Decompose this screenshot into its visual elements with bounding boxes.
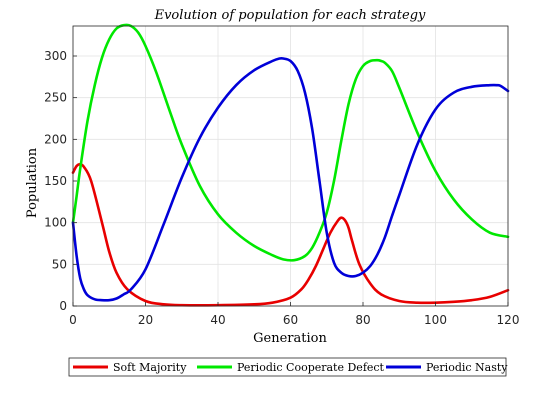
y-tick-label: 150 bbox=[44, 174, 67, 188]
x-tick-label: 0 bbox=[69, 313, 77, 327]
legend: Soft Majority Periodic Cooperate Defect … bbox=[68, 357, 508, 377]
x-tick-label: 80 bbox=[355, 313, 370, 327]
y-tick-label: 250 bbox=[44, 91, 67, 105]
x-axis: 0 20 40 60 80 100 120 bbox=[69, 302, 519, 327]
series-line-periodic-nasty bbox=[71, 56, 510, 302]
series-line-periodic-cooperate-defect bbox=[71, 23, 510, 262]
legend-label-soft-majority: Soft Majority bbox=[113, 361, 187, 374]
y-axis-label: Population bbox=[25, 147, 40, 218]
y-tick-label: 200 bbox=[44, 132, 67, 146]
y-tick-label: 50 bbox=[52, 257, 67, 271]
series-layer bbox=[71, 23, 510, 307]
x-tick-label: 100 bbox=[424, 313, 447, 327]
x-tick-label: 60 bbox=[283, 313, 298, 327]
chart-title: Evolution of population for each strateg… bbox=[154, 8, 426, 23]
y-tick-label: 0 bbox=[59, 299, 67, 313]
legend-box bbox=[68, 357, 507, 377]
legend-label-periodic-cooperate-defect: Periodic Cooperate Defect bbox=[237, 361, 385, 374]
x-tick-label: 20 bbox=[138, 313, 153, 327]
x-tick-label: 40 bbox=[210, 313, 225, 327]
y-tick-label: 100 bbox=[44, 216, 67, 230]
y-tick-label: 300 bbox=[44, 49, 67, 63]
x-axis-label: Generation bbox=[253, 331, 327, 346]
series-line-soft-majority bbox=[71, 163, 510, 307]
x-tick-label: 120 bbox=[497, 313, 520, 327]
legend-label-periodic-nasty: Periodic Nasty bbox=[426, 361, 508, 374]
y-axis: 0 50 100 150 200 250 300 bbox=[44, 49, 77, 313]
